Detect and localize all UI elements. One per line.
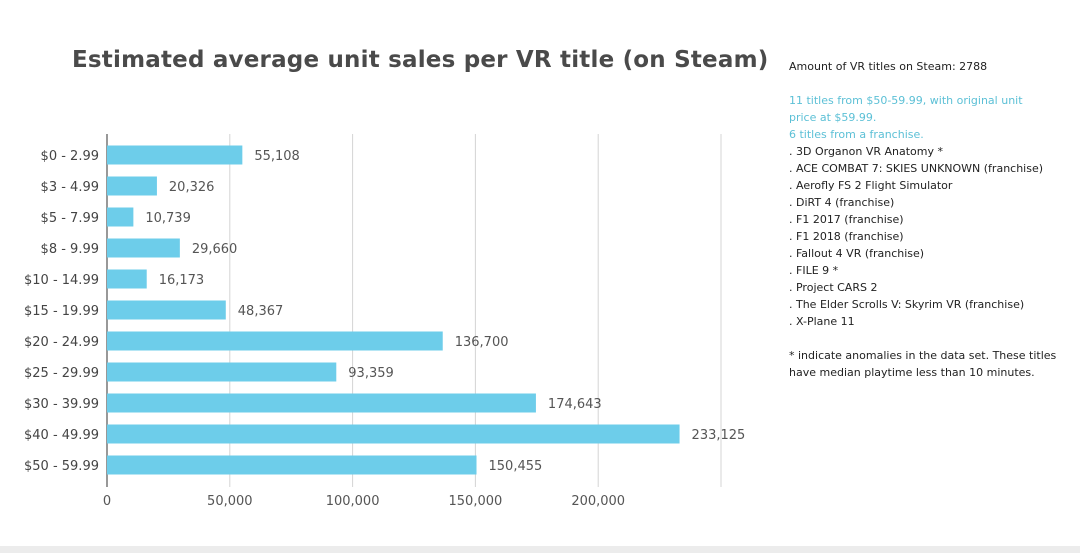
value-label: 55,108 — [254, 149, 300, 164]
value-label: 233,125 — [692, 428, 746, 443]
sidebar-notes: Amount of VR titles on Steam: 2788 11 ti… — [789, 58, 1075, 381]
value-label: 136,700 — [455, 335, 509, 350]
title-list-item: . FILE 9 * — [789, 264, 839, 277]
value-label: 150,455 — [489, 459, 543, 474]
bar — [107, 269, 147, 289]
category-label: $8 - 9.99 — [41, 242, 99, 257]
bar — [107, 145, 243, 165]
footnote-line-2: have median playtime less than 10 minute… — [789, 366, 1035, 379]
category-label: $30 - 39.99 — [24, 397, 99, 412]
bar — [107, 393, 536, 413]
x-tick-label: 50,000 — [207, 494, 253, 509]
value-label: 10,739 — [145, 211, 191, 226]
highlight-line-3: 6 titles from a franchise. — [789, 128, 924, 141]
title-list-item: . 3D Organon VR Anatomy * — [789, 145, 944, 158]
category-label: $15 - 19.99 — [24, 304, 99, 319]
bar — [107, 238, 180, 258]
title-list-item: . ACE COMBAT 7: SKIES UNKNOWN (franchise… — [789, 162, 1044, 175]
bar — [107, 424, 680, 444]
bar-chart: 0 50,000 100,000 150,000 200,000 $0 - 2.99 55,… — [24, 134, 746, 509]
title-list-item: . DiRT 4 (franchise) — [789, 196, 895, 209]
value-label: 174,643 — [548, 397, 602, 412]
x-tick-label: 0 — [103, 494, 111, 509]
chart-title: Estimated average unit sales per VR titl… — [72, 47, 769, 73]
title-list-item: . X-Plane 11 — [789, 315, 855, 328]
category-label: $25 - 29.99 — [24, 366, 99, 381]
category-label: $5 - 7.99 — [41, 211, 99, 226]
bar — [107, 455, 477, 475]
footnote-line-1: * indicate anomalies in the data set. Th… — [789, 349, 1057, 362]
x-tick-label: 100,000 — [326, 494, 380, 509]
value-label: 48,367 — [238, 304, 284, 319]
value-label: 20,326 — [169, 180, 215, 195]
title-list-item: . Aerofly FS 2 Flight Simulator — [789, 179, 953, 192]
x-tick-label: 200,000 — [571, 494, 625, 509]
title-list: . 3D Organon VR Anatomy * . ACE COMBAT 7… — [789, 143, 1075, 330]
title-list-item: . Project CARS 2 — [789, 281, 878, 294]
total-titles-text: Amount of VR titles on Steam: 2788 — [789, 60, 988, 73]
bottom-band — [0, 546, 1080, 553]
value-label: 16,173 — [159, 273, 205, 288]
title-list-item: . The Elder Scrolls V: Skyrim VR (franch… — [789, 298, 1025, 311]
bar — [107, 207, 134, 227]
category-label: $3 - 4.99 — [41, 180, 99, 195]
category-label: $20 - 24.99 — [24, 335, 99, 350]
bar — [107, 176, 157, 196]
bar — [107, 331, 443, 351]
x-tick-label: 150,000 — [449, 494, 503, 509]
category-label: $10 - 14.99 — [24, 273, 99, 288]
title-list-item: . F1 2017 (franchise) — [789, 213, 904, 226]
title-list-item: . F1 2018 (franchise) — [789, 230, 904, 243]
category-label: $40 - 49.99 — [24, 428, 99, 443]
value-label: 29,660 — [192, 242, 238, 257]
bar — [107, 362, 337, 382]
bar — [107, 300, 226, 320]
value-label: 93,359 — [348, 366, 394, 381]
category-label: $0 - 2.99 — [41, 149, 99, 164]
highlight-line-1: 11 titles from $50-59.99, with original … — [789, 94, 1023, 107]
highlight-line-2: price at $59.99. — [789, 111, 877, 124]
title-list-item: . Fallout 4 VR (franchise) — [789, 247, 925, 260]
category-label: $50 - 59.99 — [24, 459, 99, 474]
